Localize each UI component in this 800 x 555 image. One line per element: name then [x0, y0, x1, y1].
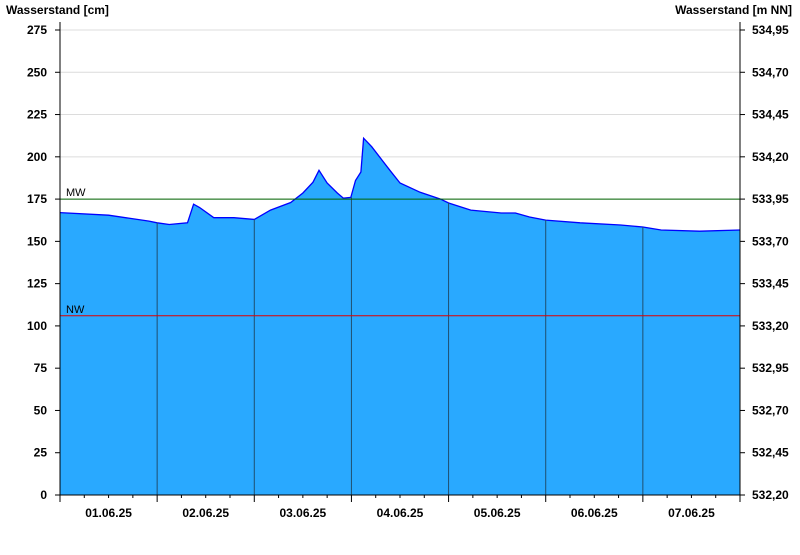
- y-tick-label-right: 534,45: [752, 108, 789, 122]
- x-tick-label: 02.06.25: [182, 506, 229, 520]
- y-tick-label-left: 100: [27, 319, 47, 333]
- y-tick-label-right: 534,20: [752, 150, 789, 164]
- x-tick-label: 04.06.25: [377, 506, 424, 520]
- y-tick-label-right: 534,70: [752, 65, 789, 79]
- y-tick-label-left: 250: [27, 65, 47, 79]
- y-tick-label-right: 533,45: [752, 277, 789, 291]
- x-tick-label: 06.06.25: [571, 506, 618, 520]
- y-tick-label-right: 532,20: [752, 488, 789, 502]
- y-tick-label-right: 533,95: [752, 192, 789, 206]
- y-tick-label-left: 200: [27, 150, 47, 164]
- y-tick-label-right: 532,45: [752, 446, 789, 460]
- y-tick-label-left: 25: [34, 446, 48, 460]
- y-tick-label-left: 175: [27, 192, 47, 206]
- right-axis-title: Wasserstand [m NN]: [675, 3, 792, 17]
- y-tick-label-left: 125: [27, 277, 47, 291]
- y-tick-label-right: 532,95: [752, 361, 789, 375]
- y-tick-label-right: 534,95: [752, 23, 789, 37]
- ref-label-mw: MW: [66, 187, 86, 199]
- water-level-area: [60, 138, 740, 495]
- x-tick-label: 05.06.25: [474, 506, 521, 520]
- y-tick-label-left: 150: [27, 234, 47, 248]
- x-tick-label: 07.06.25: [668, 506, 715, 520]
- ref-label-nw: NW: [66, 304, 85, 316]
- y-tick-label-right: 532,70: [752, 403, 789, 417]
- y-tick-label-right: 533,70: [752, 234, 789, 248]
- x-tick-label: 01.06.25: [85, 506, 132, 520]
- y-tick-label-left: 0: [40, 488, 47, 502]
- y-tick-label-left: 275: [27, 23, 47, 37]
- y-tick-label-right: 533,20: [752, 319, 789, 333]
- water-level-line: [59, 136, 741, 232]
- y-tick-label-left: 50: [34, 403, 48, 417]
- y-tick-label-left: 225: [27, 108, 47, 122]
- y-tick-label-left: 75: [34, 361, 48, 375]
- left-axis-title: Wasserstand [cm]: [6, 3, 109, 17]
- x-tick-label: 03.06.25: [279, 506, 326, 520]
